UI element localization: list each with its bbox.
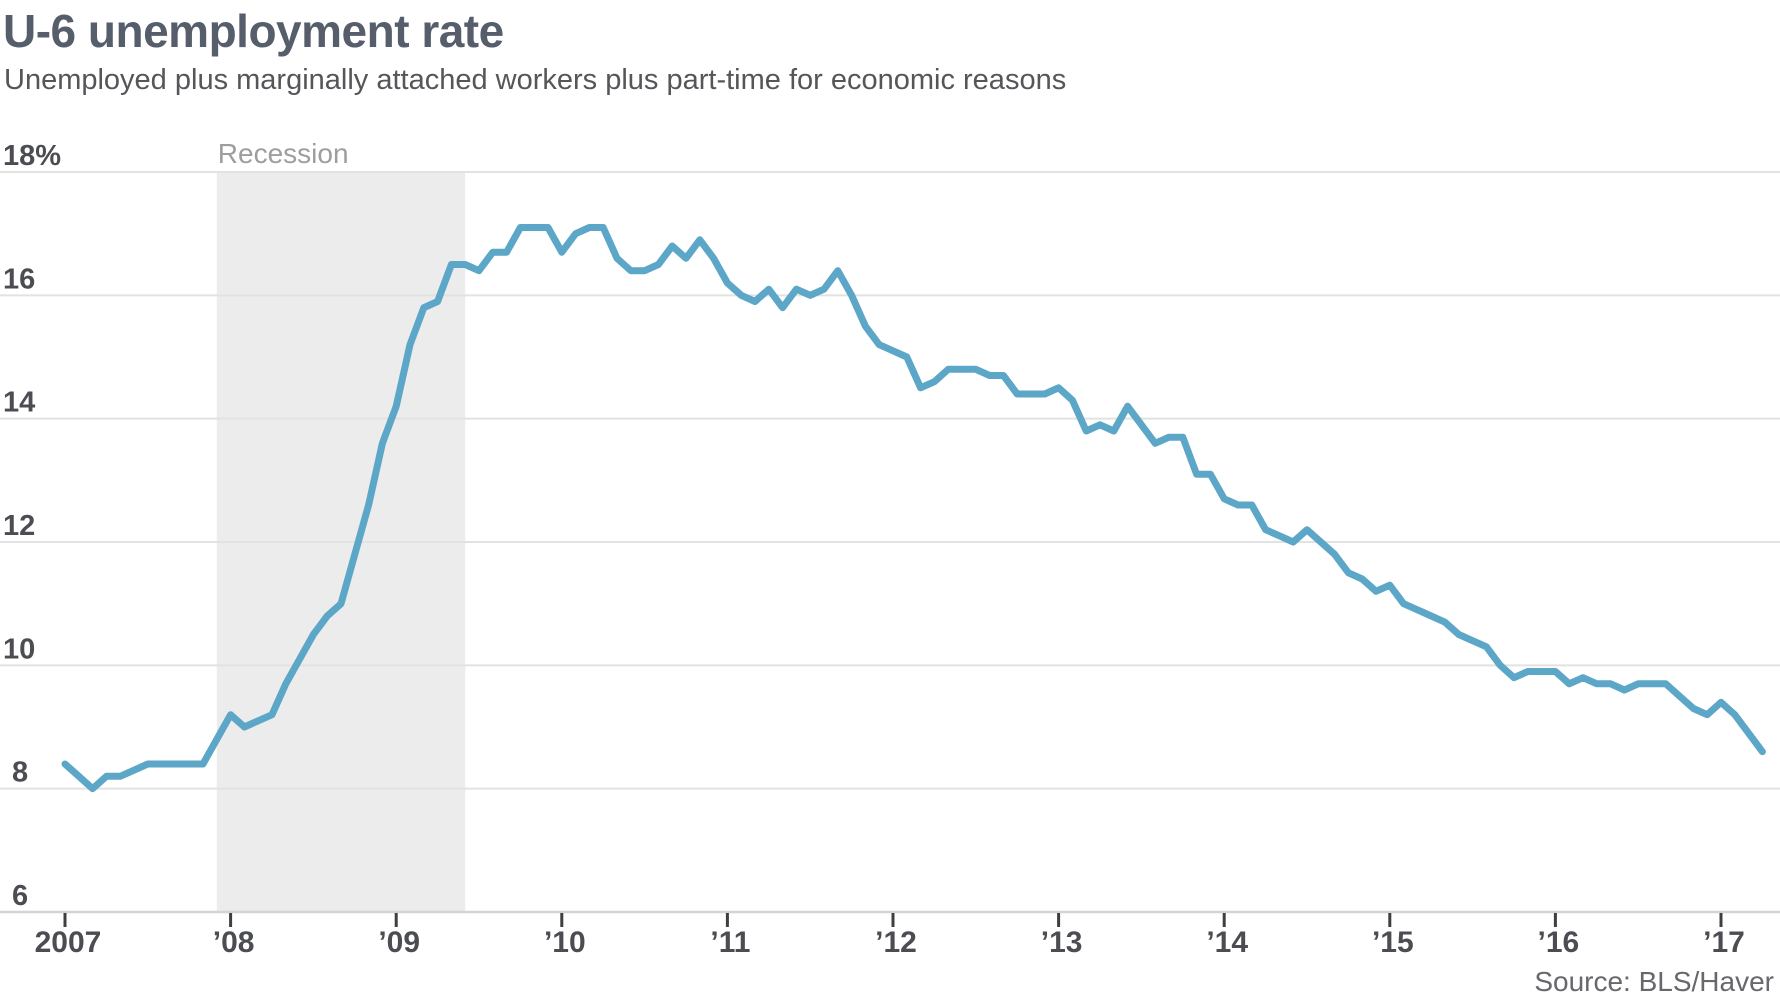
source-credit: Source: BLS/Haver [1534, 966, 1774, 997]
x-tick-label: ’15 [1372, 926, 1414, 959]
y-tick-label: 12 [3, 510, 35, 542]
x-tick-label: ’09 [378, 926, 420, 959]
y-tick-label: 16 [3, 263, 35, 295]
y-tick-label: 18% [3, 140, 61, 172]
x-tick-label: ’10 [544, 926, 586, 959]
chart-subtitle: Unemployed plus marginally attached work… [4, 64, 1067, 96]
x-tick-label: ’13 [1041, 926, 1083, 959]
chart-title: U-6 unemployment rate [3, 5, 504, 57]
y-tick-label: 6 [12, 880, 28, 912]
x-tick-label: ’11 [710, 926, 750, 959]
x-tick-label: ’12 [875, 926, 917, 959]
recession-label: Recession [218, 138, 349, 169]
x-tick-label: ’14 [1206, 926, 1248, 959]
y-tick-label: 8 [12, 757, 28, 789]
x-tick-label: ’17 [1703, 926, 1745, 959]
y-tick-label: 10 [3, 633, 35, 665]
x-tick-label: 2007 [35, 926, 102, 959]
u6-rate-line [61, 224, 1766, 793]
x-tick-label: ’16 [1538, 926, 1580, 959]
x-tick-label: ’08 [213, 926, 255, 959]
y-tick-label: 14 [3, 387, 35, 419]
